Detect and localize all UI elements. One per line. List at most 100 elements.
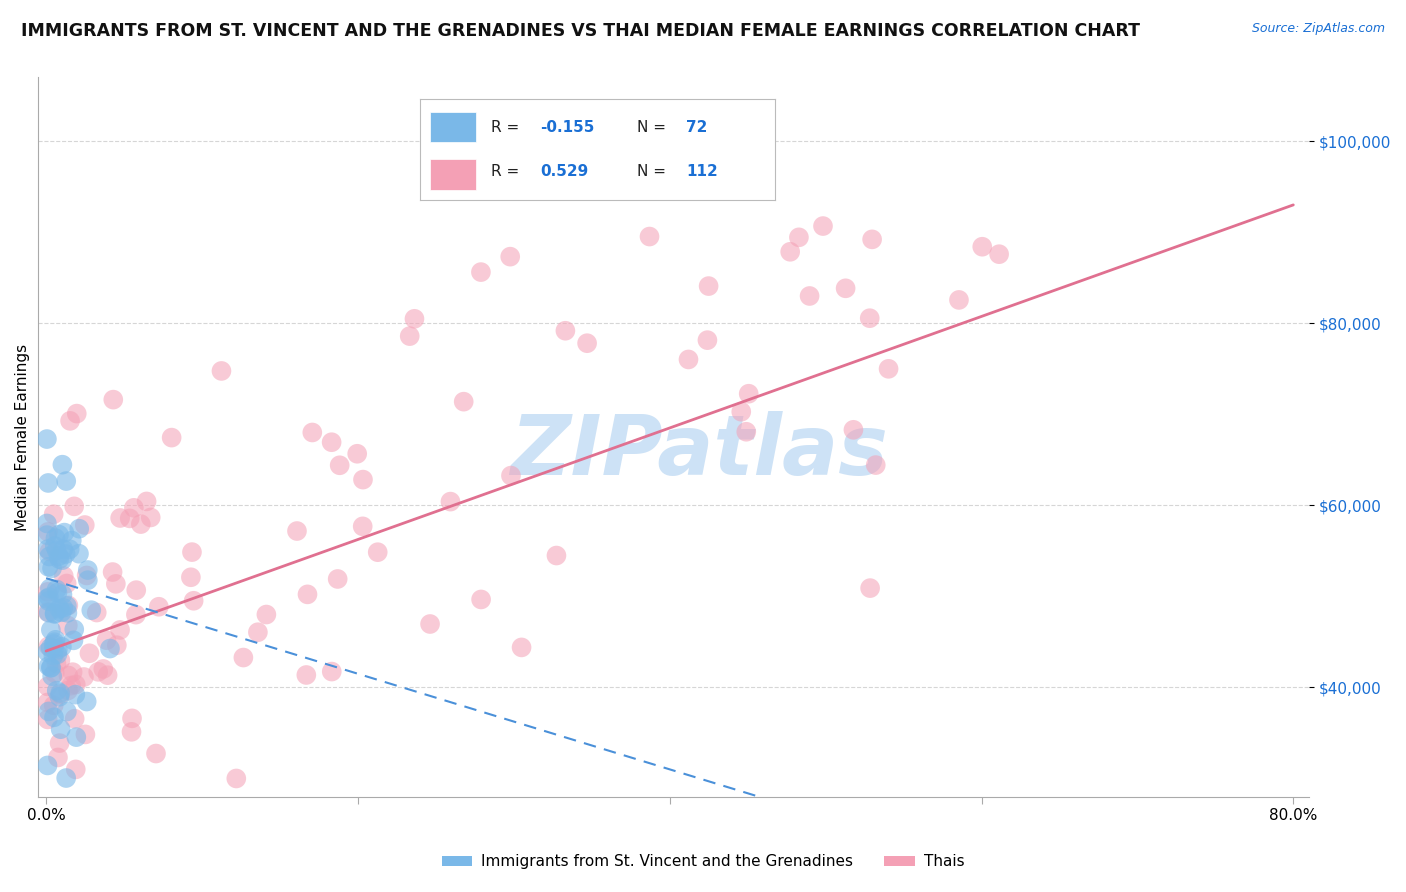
Point <box>232 650 254 665</box>
Point <box>108 511 131 525</box>
Point <box>470 592 492 607</box>
Point <box>877 361 900 376</box>
Point <box>779 244 801 259</box>
Point <box>419 617 441 632</box>
Point <box>108 623 131 637</box>
Point <box>125 607 148 622</box>
Point <box>80 603 103 617</box>
Text: ZIPatlas: ZIPatlas <box>510 411 889 492</box>
Point <box>842 423 865 437</box>
Point <box>104 577 127 591</box>
Point <box>787 230 810 244</box>
Point <box>56 683 79 698</box>
Point <box>52 569 75 583</box>
Point <box>254 607 277 622</box>
Point <box>37 475 59 490</box>
Point <box>63 712 86 726</box>
Point <box>44 539 66 553</box>
Y-axis label: Median Female Earnings: Median Female Earnings <box>15 343 30 531</box>
Text: IMMIGRANTS FROM ST. VINCENT AND THE GRENADINES VS THAI MEDIAN FEMALE EARNINGS CO: IMMIGRANTS FROM ST. VINCENT AND THE GREN… <box>21 22 1140 40</box>
Point <box>453 394 475 409</box>
Point <box>246 625 269 640</box>
Point <box>42 637 65 651</box>
Point <box>301 425 323 440</box>
Point <box>180 570 202 584</box>
Point <box>44 607 66 621</box>
Point <box>35 528 58 542</box>
Point <box>972 240 994 254</box>
Point <box>56 705 79 719</box>
Point <box>96 633 118 648</box>
Point <box>76 563 98 577</box>
Point <box>73 670 96 684</box>
Point <box>44 607 66 621</box>
Point <box>45 632 67 647</box>
Point <box>860 232 883 246</box>
Point <box>45 582 67 597</box>
Point <box>42 710 65 724</box>
Point <box>52 542 75 557</box>
Point <box>46 585 69 599</box>
Point <box>145 747 167 761</box>
Point <box>42 641 65 656</box>
Point <box>98 641 121 656</box>
Point <box>37 680 59 694</box>
Point <box>49 722 72 736</box>
Point <box>730 405 752 419</box>
Point <box>37 695 59 709</box>
Point <box>352 473 374 487</box>
Point <box>346 447 368 461</box>
Point <box>38 582 60 596</box>
Point <box>56 599 79 613</box>
Point <box>38 659 60 673</box>
Point <box>39 640 62 655</box>
Point <box>121 711 143 725</box>
Point <box>285 524 308 538</box>
Point <box>811 219 834 233</box>
Point <box>37 559 59 574</box>
Point <box>60 679 83 693</box>
Point <box>65 730 87 744</box>
Point <box>66 407 89 421</box>
Point <box>53 525 76 540</box>
Point <box>48 552 70 566</box>
Point <box>470 265 492 279</box>
Point <box>49 653 72 667</box>
Point <box>35 516 58 531</box>
Point <box>38 606 60 620</box>
Point <box>62 665 84 680</box>
Point <box>59 414 82 428</box>
Point <box>181 545 204 559</box>
Point <box>38 544 60 558</box>
Point <box>37 605 59 619</box>
Point <box>697 279 720 293</box>
Point <box>148 599 170 614</box>
Point <box>367 545 389 559</box>
Point <box>638 229 661 244</box>
Point <box>118 511 141 525</box>
Point <box>576 336 599 351</box>
Point <box>38 639 60 653</box>
Point <box>352 519 374 533</box>
Point <box>546 549 568 563</box>
Point <box>125 583 148 598</box>
Point <box>37 758 59 772</box>
Point <box>678 352 700 367</box>
Point <box>35 591 58 606</box>
Point <box>38 705 60 719</box>
Point <box>97 668 120 682</box>
Point <box>834 281 856 295</box>
Point <box>39 623 62 637</box>
Point <box>329 458 352 473</box>
Point <box>129 517 152 532</box>
Point <box>76 568 98 582</box>
Point <box>499 250 522 264</box>
Point <box>59 542 82 557</box>
Point <box>37 645 59 659</box>
Point <box>988 247 1011 261</box>
Point <box>55 771 77 785</box>
Point <box>51 458 73 472</box>
Point <box>55 474 77 488</box>
Point <box>160 431 183 445</box>
Point <box>56 618 79 632</box>
